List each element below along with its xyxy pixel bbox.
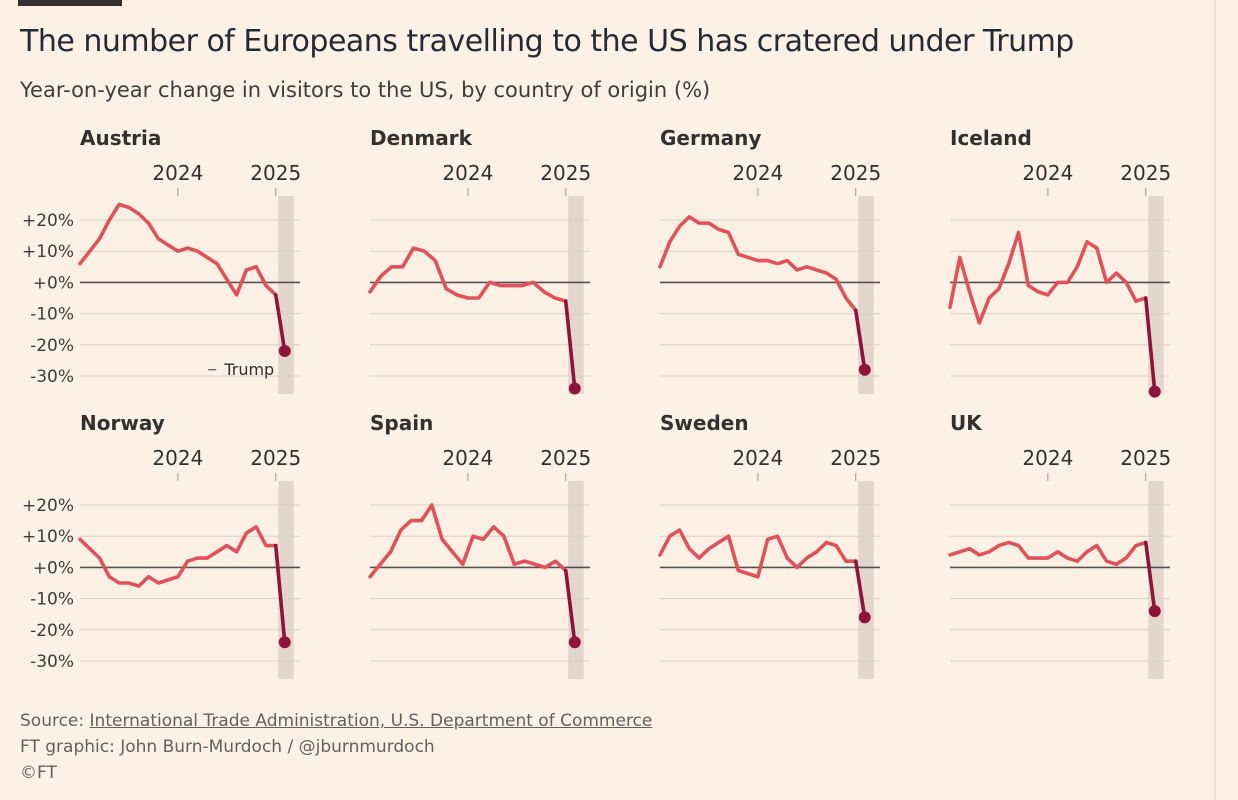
latest-point [1148,605,1161,618]
trump-drop-line [273,293,287,353]
panel-svg-iceland: Iceland 2024 2025 [948,126,1171,398]
panel-germany: Germany 2024 2025 [580,118,881,408]
small-multiples-grid: Austria 2024 2025 +20% +10% +0% -10% -20% -30% Tr… [0,118,1214,698]
latest-point [278,345,291,358]
panel-austria: Austria 2024 2025 +20% +10% +0% -10% -20% -30% Tr… [0,118,301,408]
x-tick-label: 2025 [1120,446,1171,470]
copyright-line: ©FT [20,763,57,783]
panel-svg-sweden: Sweden 2024 2025 [658,411,881,679]
panel-svg-germany: Germany 2024 2025 [658,126,881,394]
y-tick-label: -20% [30,621,74,641]
x-tick-label: 2024 [442,161,493,185]
panel-denmark: Denmark 2024 2025 [290,118,591,408]
series-line [658,528,858,579]
panel-title: Iceland [950,126,1032,150]
credit-line: FT graphic: John Burn-Murdoch / @jburnmu… [20,737,435,757]
source-line: Source: International Trade Administrati… [20,708,652,734]
x-tick-label: 2024 [1022,161,1073,185]
chart-title: The number of Europeans travelling to th… [20,24,1074,59]
chart-subtitle: Year-on-year change in visitors to the U… [20,78,711,102]
series-line [78,202,278,297]
latest-point [568,382,581,395]
y-tick-label: +20% [22,496,74,516]
latest-point [278,636,291,649]
x-tick-label: 2024 [152,161,203,185]
y-tick-label: -30% [30,652,74,672]
trump-drop-line [1143,296,1157,394]
series-line [948,230,1148,325]
panel-sweden: Sweden 2024 2025 [580,403,881,693]
y-tick-label: -20% [30,336,74,356]
panel-title: Sweden [660,411,749,435]
panel-svg-austria: Austria 2024 2025 +20% +10% +0% -10% -20% -30% Tr… [22,126,301,394]
y-tick-label: +20% [22,211,74,231]
series-line [368,503,568,579]
trump-drop-line [853,308,867,372]
x-tick-label: 2025 [830,446,881,470]
x-tick-label: 2025 [830,161,881,185]
x-tick-label: 2025 [540,446,591,470]
ft-top-bar [18,0,122,6]
panel-title: UK [950,411,983,435]
x-tick-label: 2024 [732,446,783,470]
latest-point [858,363,871,376]
x-tick-label: 2025 [1120,161,1171,185]
panel-title: Norway [80,411,165,435]
panel-svg-denmark: Denmark 2024 2025 [368,126,591,395]
y-tick-label: +0% [33,273,74,293]
trump-drop-line [1143,540,1157,613]
y-tick-label: -10% [30,305,74,325]
x-tick-label: 2025 [250,446,301,470]
panel-title: Austria [80,126,161,150]
source-link[interactable]: International Trade Administration, U.S.… [89,711,653,731]
panel-title: Denmark [370,126,473,150]
latest-point [1148,385,1161,398]
x-tick-label: 2024 [152,446,203,470]
panel-svg-spain: Spain 2024 2025 [368,411,591,679]
panel-norway: Norway 2024 2025 +20% +10% +0% -10% -20% -30% [0,403,301,693]
x-tick-label: 2024 [1022,446,1073,470]
x-tick-label: 2025 [250,161,301,185]
series-line [368,246,568,303]
trump-drop-line [563,299,577,391]
trump-drop-line [853,559,867,620]
y-tick-label: -30% [30,367,74,387]
x-tick-label: 2024 [442,446,493,470]
panel-svg-uk: UK 2024 2025 [948,411,1171,679]
chart-footer: Source: International Trade Administrati… [20,708,652,786]
y-tick-label: +0% [33,558,74,578]
panel-uk: UK 2024 2025 [870,403,1171,693]
latest-point [858,611,871,624]
y-tick-label: -10% [30,590,74,610]
panel-svg-norway: Norway 2024 2025 +20% +10% +0% -10% -20% -30% [22,411,301,679]
panel-spain: Spain 2024 2025 [290,403,591,693]
panel-title: Germany [660,126,761,150]
latest-point [568,636,581,649]
trump-drop-line [563,568,577,645]
series-line [658,215,858,313]
y-tick-label: +10% [22,242,74,262]
y-tick-label: +10% [22,527,74,547]
x-tick-label: 2024 [732,161,783,185]
panel-iceland: Iceland 2024 2025 [870,118,1171,408]
source-prefix: Source: [20,711,90,731]
x-tick-label: 2025 [540,161,591,185]
trump-annotation: Trump [223,360,274,379]
trump-drop-line [273,543,287,645]
panel-title: Spain [370,411,433,435]
series-line [948,540,1148,567]
